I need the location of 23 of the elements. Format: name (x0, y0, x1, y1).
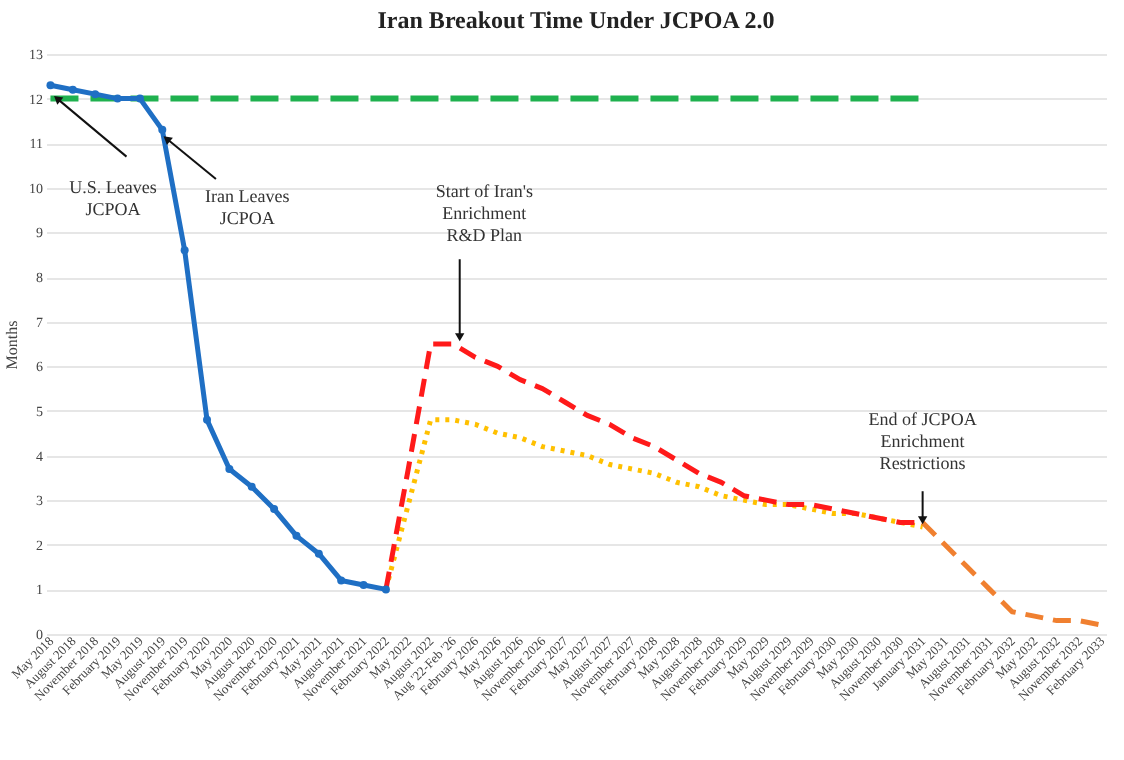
point (337, 576, 346, 585)
chart-title: Iran Breakout Time Under JCPOA 2.0 (377, 6, 775, 34)
point (158, 125, 167, 134)
point (135, 94, 144, 103)
point (381, 585, 390, 594)
y-axis-title: Months (3, 320, 21, 370)
annotation: Start of Iran's Enrichment R&D Plan (435, 181, 534, 246)
point (180, 246, 189, 255)
point (68, 85, 77, 94)
point (203, 415, 212, 424)
point (314, 549, 323, 558)
point (270, 505, 279, 514)
point (91, 90, 100, 99)
point (292, 531, 301, 540)
annotation: U.S. Leaves JCPOA (69, 176, 158, 219)
point (225, 464, 234, 473)
point (46, 81, 55, 90)
point (247, 482, 256, 491)
line-series (920, 519, 1105, 628)
point (113, 94, 122, 103)
point (359, 580, 368, 589)
annotation: Iran Leaves JCPOA (205, 185, 291, 228)
annotation: End of JCPOA Enrichment Restrictions (868, 408, 978, 473)
